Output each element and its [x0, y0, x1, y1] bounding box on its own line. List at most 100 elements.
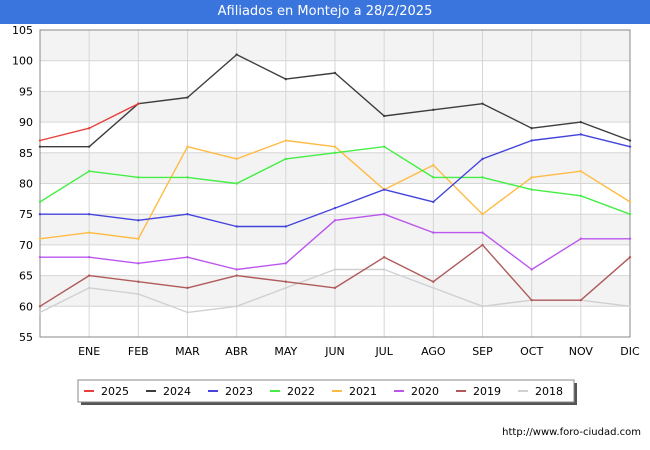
series-2022	[38, 145, 632, 216]
data-point-2020	[432, 231, 435, 234]
y-tick-label: 95	[19, 85, 33, 98]
data-point-2022	[235, 182, 238, 185]
data-point-2022	[186, 176, 189, 179]
y-tick-label: 75	[19, 208, 33, 221]
data-point-2023	[530, 139, 533, 142]
data-point-2018	[186, 311, 189, 314]
data-point-2021	[38, 237, 42, 240]
legend-label-2022: 2022	[287, 385, 315, 398]
data-point-2019	[333, 286, 337, 290]
x-tick-label: DIC	[620, 345, 640, 358]
data-point-2024	[628, 139, 632, 142]
data-point-2024	[481, 102, 484, 105]
data-point-2019	[186, 286, 189, 290]
data-point-2024	[432, 108, 435, 112]
data-point-2022	[284, 157, 288, 161]
data-point-2020	[235, 268, 238, 271]
data-point-2020	[38, 255, 42, 259]
legend-label-2020: 2020	[411, 385, 439, 398]
data-point-2023	[628, 145, 632, 148]
data-point-2023	[333, 206, 337, 210]
data-point-2019	[628, 255, 632, 259]
x-tick-label: ENE	[78, 345, 100, 358]
series-2020	[38, 213, 632, 271]
data-point-2024	[235, 53, 238, 56]
data-point-2020	[579, 237, 583, 240]
x-tick-label: JUN	[324, 345, 345, 358]
data-point-2022	[333, 151, 337, 154]
data-point-2023	[432, 200, 435, 204]
data-point-2021	[235, 157, 238, 161]
data-point-2020	[87, 255, 91, 259]
data-point-2018	[628, 305, 632, 308]
data-point-2020	[628, 237, 632, 240]
legend-label-2024: 2024	[163, 385, 191, 398]
data-point-2020	[530, 268, 533, 271]
data-point-2023	[481, 157, 484, 161]
data-point-2019	[481, 243, 484, 247]
data-point-2018	[137, 292, 140, 296]
data-point-2025	[38, 139, 42, 142]
data-point-2022	[38, 200, 42, 204]
y-tick-label: 85	[19, 147, 33, 160]
data-point-2023	[579, 133, 583, 136]
data-point-2024	[87, 145, 91, 148]
data-point-2024	[382, 114, 386, 118]
x-tick-label: MAR	[175, 345, 200, 358]
x-tick-label: FEB	[128, 345, 149, 358]
legend-box	[77, 379, 575, 403]
data-point-2018	[481, 305, 484, 308]
data-point-2018	[87, 286, 91, 290]
data-point-2023	[38, 213, 42, 216]
series-2021	[38, 139, 632, 240]
x-tick-label: NOV	[569, 345, 594, 358]
data-point-2022	[87, 170, 91, 173]
y-tick-label: 100	[12, 55, 33, 68]
y-tick-label: 60	[19, 300, 33, 313]
data-point-2025	[137, 102, 140, 105]
data-point-2020	[186, 255, 189, 259]
data-point-2021	[284, 139, 288, 142]
series-2023	[38, 133, 632, 228]
data-point-2024	[579, 120, 583, 124]
data-point-2021	[530, 176, 533, 179]
chart-title: Afiliados en Montejo a 28/2/2025	[217, 4, 433, 19]
data-point-2019	[87, 274, 91, 277]
x-tick-label: AGO	[421, 345, 446, 358]
data-point-2018	[38, 311, 42, 314]
legend-label-2023: 2023	[225, 385, 253, 398]
data-point-2023	[186, 213, 189, 216]
data-point-2020	[333, 219, 337, 222]
data-point-2024	[284, 77, 288, 81]
data-point-2022	[382, 145, 386, 148]
series-2019	[38, 243, 632, 308]
data-point-2019	[235, 274, 238, 277]
footer-url[interactable]: http://www.foro-ciudad.com	[502, 427, 641, 438]
data-point-2023	[284, 225, 288, 228]
legend-label-2018: 2018	[535, 385, 563, 398]
data-point-2022	[137, 176, 140, 179]
data-point-2020	[382, 213, 386, 216]
legend-label-2025: 2025	[101, 385, 129, 398]
y-tick-label: 105	[12, 24, 33, 37]
data-point-2019	[284, 280, 288, 283]
data-point-2018	[235, 305, 238, 308]
data-point-2025	[87, 127, 91, 130]
data-point-2022	[432, 176, 435, 179]
title-bar	[0, 0, 650, 24]
data-point-2018	[432, 286, 435, 290]
data-point-2022	[481, 176, 484, 179]
data-point-2023	[137, 219, 140, 222]
data-point-2021	[481, 213, 484, 216]
legend-label-2021: 2021	[349, 385, 377, 398]
data-point-2023	[235, 225, 238, 228]
legend-label-2019: 2019	[473, 385, 501, 398]
plot-frame	[39, 29, 631, 338]
data-point-2022	[579, 194, 583, 197]
data-point-2023	[87, 213, 91, 216]
data-point-2021	[432, 163, 435, 167]
data-point-2021	[87, 231, 91, 234]
y-tick-label: 55	[19, 331, 33, 344]
x-tick-label: MAY	[274, 345, 297, 358]
